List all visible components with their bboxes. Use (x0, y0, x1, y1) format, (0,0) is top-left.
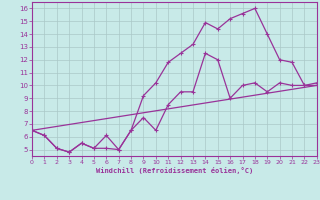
X-axis label: Windchill (Refroidissement éolien,°C): Windchill (Refroidissement éolien,°C) (96, 167, 253, 174)
